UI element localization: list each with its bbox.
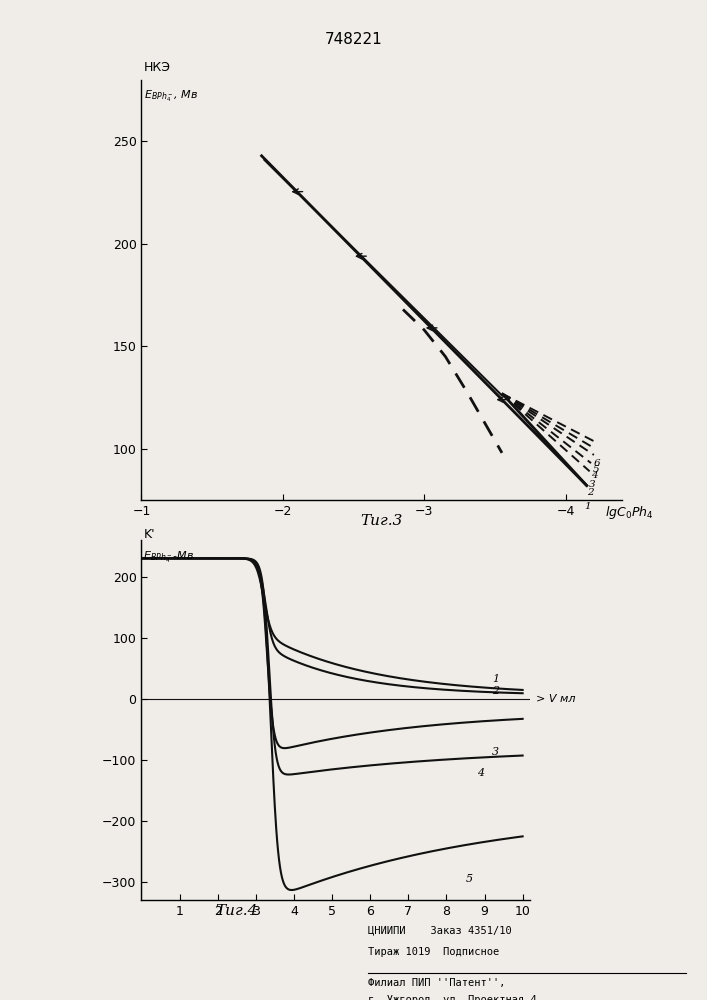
Text: 5: 5: [592, 465, 600, 474]
Text: Τиг.3: Τиг.3: [361, 514, 403, 528]
Text: 3: 3: [588, 480, 595, 489]
Text: г. Ужгород, ул. Проектная,4: г. Ужгород, ул. Проектная,4: [368, 995, 537, 1000]
Text: 4: 4: [477, 768, 484, 778]
Text: 5: 5: [465, 874, 472, 884]
Text: Филиал ПИП ''Патент'',: Филиал ПИП ''Патент'',: [368, 978, 505, 988]
Text: $lgC_0Ph_4$: $lgC_0Ph_4$: [605, 504, 654, 521]
Text: $E_{BPh_4^-}$, Мв: $E_{BPh_4^-}$, Мв: [144, 88, 199, 104]
Text: K': K': [144, 528, 155, 541]
Text: > V мл: > V мл: [536, 694, 575, 704]
Text: 2: 2: [587, 488, 594, 497]
Text: Тираж 1019  Подписное: Тираж 1019 Подписное: [368, 947, 499, 957]
Text: 1: 1: [492, 674, 499, 684]
Text: 1: 1: [584, 502, 591, 511]
Text: ЦНИИПИ    Заказ 4351/10: ЦНИИПИ Заказ 4351/10: [368, 925, 511, 935]
Text: НКЭ: НКЭ: [144, 61, 171, 74]
Text: 2: 2: [492, 686, 499, 696]
Text: 4: 4: [591, 471, 598, 480]
Text: 6: 6: [594, 459, 601, 468]
Text: Τиг.4: Τиг.4: [216, 904, 258, 918]
Text: 3: 3: [492, 747, 499, 757]
Text: 748221: 748221: [325, 32, 382, 47]
Text: $E_{BPh_4^-}$-Мв: $E_{BPh_4^-}$-Мв: [144, 549, 194, 565]
